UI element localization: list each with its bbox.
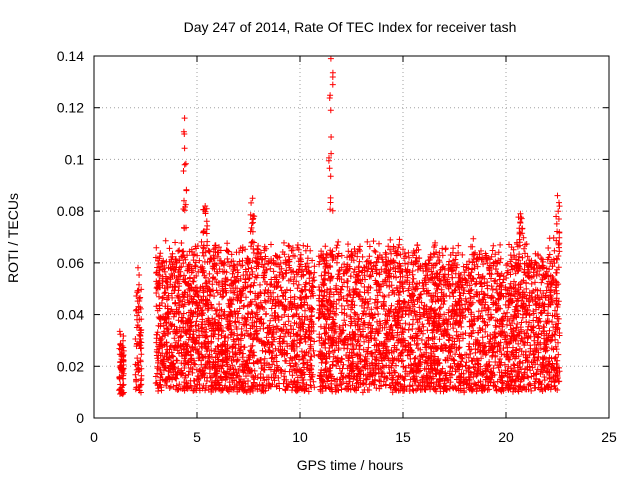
axis-ticks xyxy=(93,55,610,419)
y-tick-label: 0 xyxy=(76,410,84,426)
plot-frame xyxy=(93,55,610,419)
x-tick-label: 15 xyxy=(395,429,411,445)
x-tick-label: 0 xyxy=(90,429,98,445)
y-axis-title: ROTI / TECUs xyxy=(5,193,21,283)
y-tick-label: 0.04 xyxy=(57,307,84,323)
x-tick-label: 5 xyxy=(193,429,201,445)
y-tick-label: 0.06 xyxy=(57,255,84,271)
y-tick-label: 0.02 xyxy=(57,358,84,374)
x-axis-title: GPS time / hours xyxy=(297,457,404,473)
data-points xyxy=(116,55,563,398)
x-tick-labels: 0 5 10 15 20 25 xyxy=(90,429,617,445)
y-tick-labels: 0 0.02 0.04 0.06 0.08 0.1 0.12 0.14 xyxy=(57,48,84,426)
chart-title: Day 247 of 2014, Rate Of TEC Index for r… xyxy=(184,19,517,35)
x-tick-label: 10 xyxy=(292,429,308,445)
x-tick-label: 20 xyxy=(498,429,514,445)
roti-markers xyxy=(116,55,563,398)
y-tick-label: 0.14 xyxy=(57,48,84,64)
x-tick-label: 25 xyxy=(601,429,617,445)
y-tick-label: 0.12 xyxy=(57,100,84,116)
y-tick-label: 0.1 xyxy=(65,151,85,167)
grid xyxy=(94,56,609,418)
y-tick-label: 0.08 xyxy=(57,203,84,219)
